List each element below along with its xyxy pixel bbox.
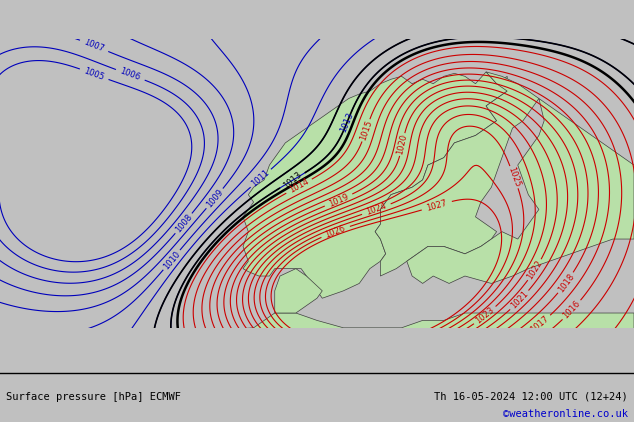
Text: 1018: 1018 [556,272,576,294]
Text: 1013: 1013 [339,111,355,134]
Text: 1013: 1013 [281,170,303,191]
Text: 1020: 1020 [396,133,409,156]
Text: 1023: 1023 [474,305,496,325]
Text: 1024: 1024 [365,201,388,217]
Text: ©weatheronline.co.uk: ©weatheronline.co.uk [503,408,628,419]
Polygon shape [275,269,322,313]
Polygon shape [407,98,634,284]
Text: 1011: 1011 [250,168,271,189]
Text: 1006: 1006 [119,67,142,83]
Text: 1009: 1009 [205,187,225,209]
Text: 1007: 1007 [82,38,106,54]
Text: 1017: 1017 [529,314,551,335]
Polygon shape [138,313,634,335]
Text: 1021: 1021 [509,289,530,311]
Text: 1025: 1025 [507,166,522,189]
Text: Surface pressure [hPa] ECMWF: Surface pressure [hPa] ECMWF [6,392,181,402]
Text: 1014: 1014 [288,177,311,195]
Text: 1022: 1022 [526,259,545,281]
Polygon shape [243,72,507,298]
Text: 1010: 1010 [162,249,182,271]
Text: 1026: 1026 [324,224,347,240]
Text: 1016: 1016 [562,299,583,321]
Polygon shape [375,72,539,276]
Text: 1008: 1008 [174,212,194,234]
Text: 1015: 1015 [358,119,373,142]
Text: 1019: 1019 [327,192,350,208]
Text: 1005: 1005 [83,66,106,82]
Text: Th 16-05-2024 12:00 UTC (12+24): Th 16-05-2024 12:00 UTC (12+24) [434,392,628,402]
Text: 1027: 1027 [425,198,448,213]
